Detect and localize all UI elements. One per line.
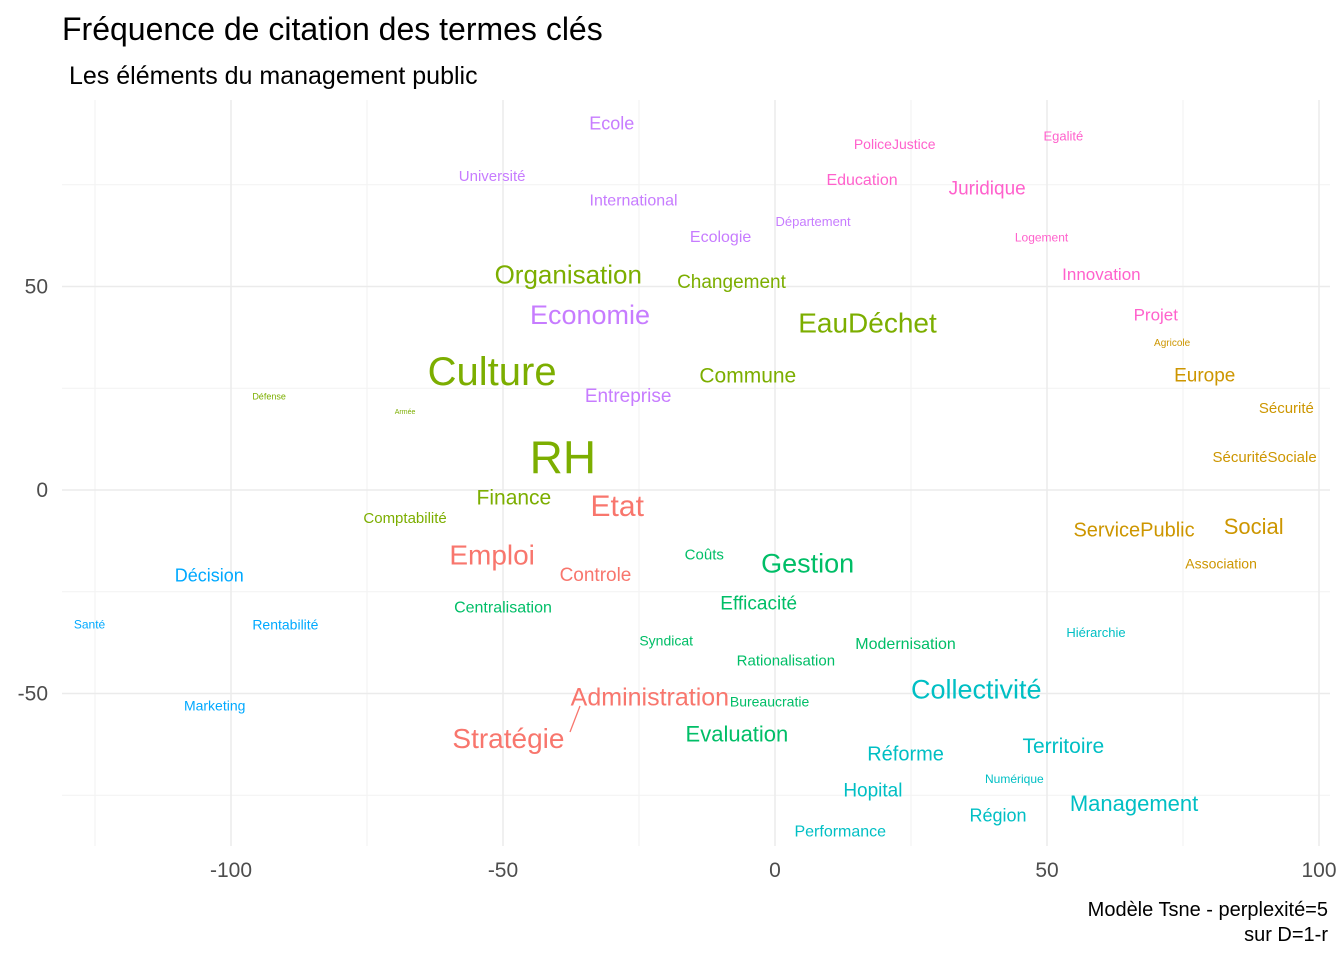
word-label: Performance: [794, 823, 886, 840]
word-label: Emploi: [449, 540, 535, 571]
word-label: Logement: [1015, 231, 1069, 245]
word-label: Décision: [175, 565, 244, 585]
word-label: Europe: [1174, 366, 1235, 387]
word-label: Economie: [530, 300, 650, 330]
word-label: Marketing: [184, 698, 245, 714]
word-label: Egalité: [1043, 128, 1083, 143]
word-label: Rationalisation: [737, 652, 835, 669]
word-label: Ecologie: [690, 229, 751, 246]
word-label: Syndicat: [639, 633, 693, 649]
word-label: Commune: [699, 365, 796, 388]
word-label: Association: [1185, 555, 1257, 571]
word-label: Défense: [252, 391, 286, 401]
word-label: Sécurité: [1259, 400, 1314, 417]
x-tick-label: -100: [210, 859, 252, 882]
word-label: Université: [459, 168, 526, 185]
axis-ticks: -100 -50 0 50 100 -50 0 50: [18, 276, 1337, 883]
word-label: Projet: [1134, 305, 1179, 324]
word-label: Rentabilité: [252, 616, 318, 632]
word-label: Hiérarchie: [1066, 625, 1125, 640]
word-label: Numérique: [985, 772, 1044, 786]
word-label: Stratégie: [452, 723, 564, 754]
word-label: Juridique: [949, 178, 1026, 199]
word-label: Armée: [395, 409, 416, 416]
word-label: Gestion: [761, 548, 854, 578]
word-labels: Ecole PoliceJustice Egalité Université Educa…: [74, 114, 1317, 841]
grid-minor: [62, 100, 1330, 846]
y-tick-label: 0: [36, 479, 48, 502]
word-label: Entreprise: [585, 386, 672, 407]
word-label: Collectivité: [911, 674, 1042, 704]
word-label: Changement: [677, 272, 787, 293]
word-label: RH: [530, 431, 596, 483]
word-label: ServicePublic: [1073, 520, 1194, 542]
grid-major: [62, 100, 1330, 846]
x-tick-label: 100: [1301, 859, 1336, 882]
caption-line-1: Modèle Tsne - perplexité=5: [1088, 899, 1328, 921]
word-label: PoliceJustice: [854, 136, 936, 152]
word-label: Finance: [477, 487, 552, 510]
chart-subtitle: Les éléments du management public: [69, 62, 478, 90]
word-label: Bureaucratie: [730, 694, 810, 710]
word-label: Education: [826, 172, 897, 189]
word-label: Etat: [591, 490, 645, 523]
word-label: Evaluation: [686, 722, 789, 747]
word-label: Agricole: [1154, 338, 1191, 349]
word-label: Controle: [560, 565, 632, 586]
word-label: Région: [970, 806, 1027, 826]
word-label: Modernisation: [855, 636, 956, 653]
word-label: Administration: [571, 684, 729, 712]
x-tick-label: 50: [1035, 859, 1058, 882]
word-label: Efficacité: [720, 593, 797, 614]
word-label: Centralisation: [454, 600, 552, 617]
word-label: International: [590, 193, 678, 210]
word-label: Innovation: [1062, 265, 1140, 284]
word-label: Réforme: [867, 744, 944, 766]
word-label: Ecole: [589, 114, 634, 134]
y-tick-label: 50: [25, 276, 48, 299]
administration-leader-line: [569, 705, 581, 733]
word-label: SécuritéSociale: [1212, 449, 1316, 466]
caption-line-2: sur D=1-r: [1244, 924, 1328, 946]
word-label: Santé: [74, 617, 106, 631]
word-label: Organisation: [495, 259, 642, 289]
y-tick-label: -50: [18, 683, 48, 706]
word-label: Culture: [428, 350, 557, 394]
word-label: Département: [776, 214, 852, 229]
word-label: Social: [1224, 514, 1284, 539]
word-label: Territoire: [1022, 735, 1104, 758]
word-label: Coûts: [685, 547, 724, 564]
word-label: Hopital: [843, 781, 902, 802]
x-tick-label: -50: [488, 859, 518, 882]
x-tick-label: 0: [769, 859, 781, 882]
word-label: Management: [1070, 791, 1198, 816]
word-label: Comptabilité: [363, 510, 446, 527]
word-label: EauDéchet: [798, 308, 937, 339]
chart-title: Fréquence de citation des termes clés: [62, 11, 603, 47]
